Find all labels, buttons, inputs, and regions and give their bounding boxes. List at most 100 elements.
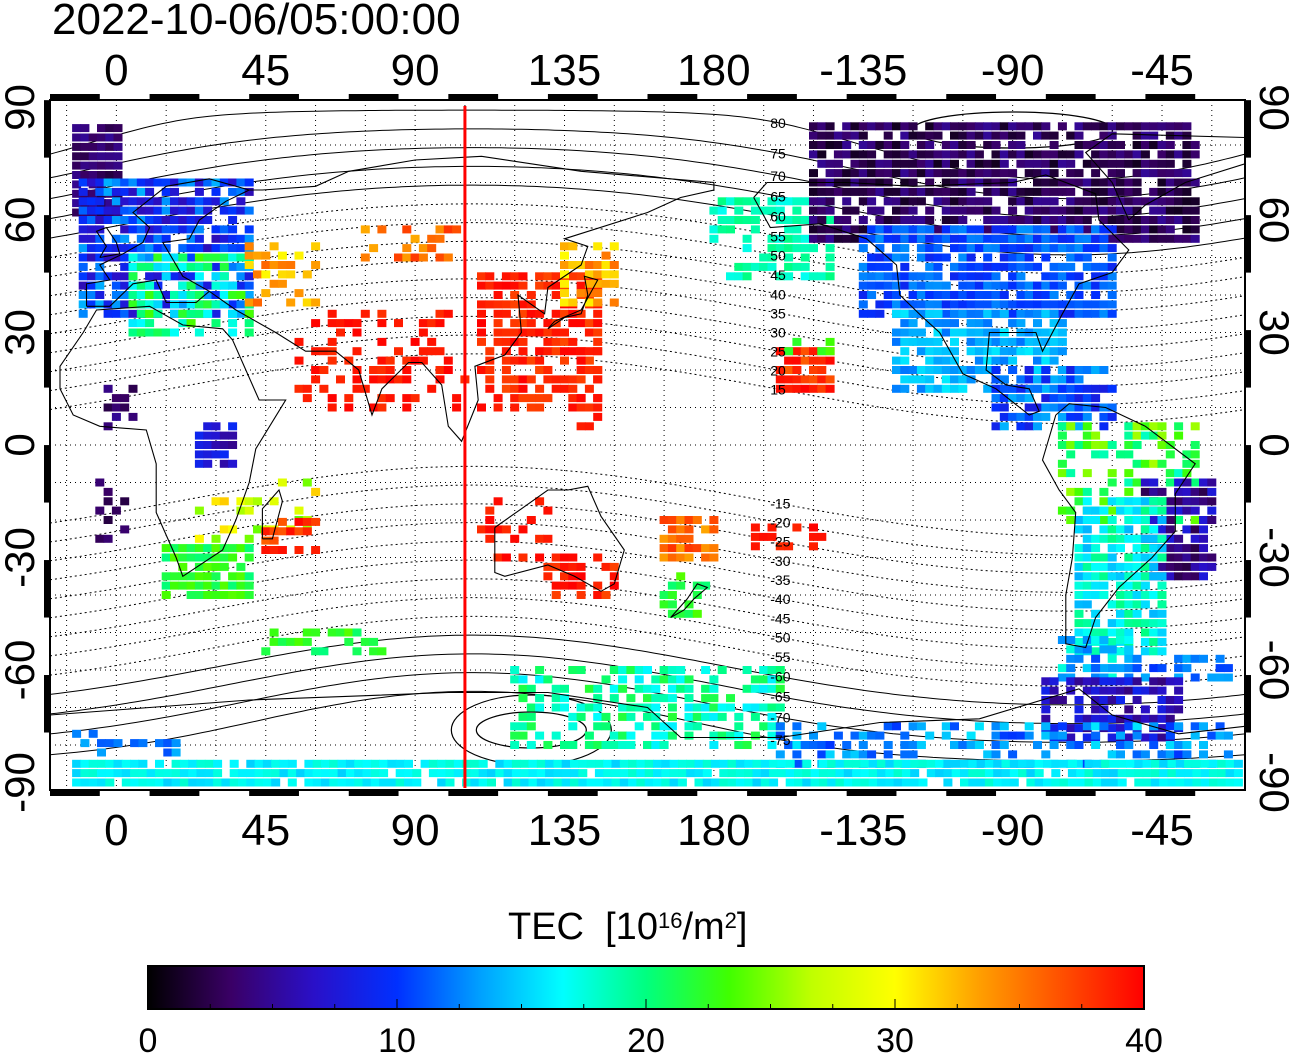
- tec-cell: [1107, 600, 1117, 609]
- tec-cell: [809, 347, 818, 356]
- frame-bar-right: [1246, 100, 1251, 158]
- tec-cell: [1165, 150, 1175, 159]
- tec-cell: [246, 759, 256, 768]
- tec-cell: [908, 178, 918, 187]
- tec-cell: [1150, 778, 1160, 787]
- contour-line: [50, 634, 1245, 706]
- tec-cell: [867, 272, 877, 281]
- tec-cell: [526, 291, 536, 299]
- tec-cell: [520, 759, 530, 768]
- tec-cell: [717, 666, 727, 674]
- tec-cell: [759, 262, 769, 271]
- tec-cell: [974, 159, 984, 168]
- tec-cell: [1174, 122, 1184, 131]
- tec-cell: [1174, 677, 1184, 686]
- tec-cell: [128, 281, 138, 290]
- tec-cell: [809, 366, 818, 374]
- tec-cell: [1066, 412, 1076, 421]
- tec-cell: [561, 778, 571, 787]
- tec-cell: [302, 478, 312, 487]
- tec-cell: [825, 337, 835, 346]
- tec-cell: [1116, 600, 1125, 609]
- tec-cell: [113, 133, 123, 142]
- tec-cell: [827, 759, 837, 768]
- tec-cell: [892, 291, 901, 299]
- tec-cell: [526, 319, 536, 328]
- tec-cell: [1174, 516, 1184, 524]
- tec-cell: [163, 778, 173, 787]
- tec-cell: [228, 591, 238, 599]
- tec-cell: [752, 759, 762, 768]
- tec-cell: [311, 487, 321, 496]
- tec-cell: [767, 731, 777, 740]
- tec-cell: [809, 532, 818, 541]
- tec-cell: [105, 124, 115, 133]
- tec-cell: [643, 741, 652, 749]
- tec-cell: [551, 272, 561, 281]
- tec-cell: [842, 206, 852, 215]
- frame-bar-left: [44, 560, 49, 618]
- tec-cell: [726, 272, 735, 281]
- tec-cell: [925, 262, 935, 271]
- tec-cell: [974, 741, 984, 749]
- tec-cell: [1033, 319, 1042, 328]
- tec-cell: [518, 722, 528, 731]
- tec-cell: [991, 244, 1001, 253]
- tec-cell: [842, 150, 852, 159]
- tec-cell: [775, 272, 785, 281]
- tec-cell: [1157, 664, 1167, 673]
- tec-cell: [827, 769, 837, 778]
- tec-cell: [908, 750, 918, 759]
- tec-cell: [817, 750, 827, 759]
- tec-cell: [735, 778, 745, 787]
- tec-cell: [667, 600, 677, 609]
- tec-cell: [1116, 534, 1125, 543]
- tec-cell: [1091, 544, 1101, 553]
- tec-cell: [1157, 628, 1167, 637]
- tec-cell: [1124, 478, 1134, 487]
- tec-cell: [1092, 769, 1102, 778]
- tec-cell: [427, 337, 437, 346]
- tec-cell: [1082, 686, 1092, 695]
- tec-cell: [271, 769, 281, 778]
- tec-cell: [1074, 141, 1084, 149]
- tec-cell: [858, 122, 868, 131]
- tec-cell: [1082, 469, 1092, 478]
- tec-cell: [1051, 769, 1061, 778]
- tec-cell: [916, 291, 926, 299]
- tec-cell: [1024, 375, 1034, 384]
- contour-label: 60: [770, 209, 786, 225]
- tec-cell: [974, 225, 984, 234]
- tec-cell: [999, 187, 1009, 196]
- tec-cell: [1157, 705, 1167, 714]
- tec-cell: [933, 356, 943, 365]
- tec-cell: [228, 234, 238, 243]
- tec-cell: [1066, 187, 1076, 196]
- tec-cell: [609, 694, 619, 703]
- tec-cell: [900, 319, 910, 328]
- tec-cell: [1066, 366, 1076, 374]
- tec-cell: [1049, 216, 1059, 224]
- tec-cell: [1149, 169, 1159, 178]
- tec-cell: [1149, 487, 1159, 496]
- tec-cell: [916, 300, 926, 309]
- tec-cell: [950, 309, 959, 318]
- tec-cell: [510, 319, 520, 328]
- tec-cell: [742, 703, 752, 712]
- tec-cell: [676, 581, 686, 590]
- tec-cell: [294, 337, 304, 346]
- tec-cell: [1157, 206, 1167, 215]
- tec-cell: [883, 300, 893, 309]
- tec-cell: [1107, 272, 1117, 281]
- tec-cell: [1033, 131, 1042, 140]
- tec-cell: [1016, 253, 1026, 262]
- tec-cell: [269, 546, 279, 554]
- tec-cell: [1149, 459, 1159, 468]
- tec-cell: [495, 759, 505, 768]
- tec-cell: [858, 216, 868, 224]
- tec-cell: [933, 225, 943, 234]
- contour-label: 30: [770, 325, 786, 341]
- tec-cell: [860, 769, 870, 778]
- tec-cell: [121, 778, 131, 787]
- tec-cell: [858, 300, 868, 309]
